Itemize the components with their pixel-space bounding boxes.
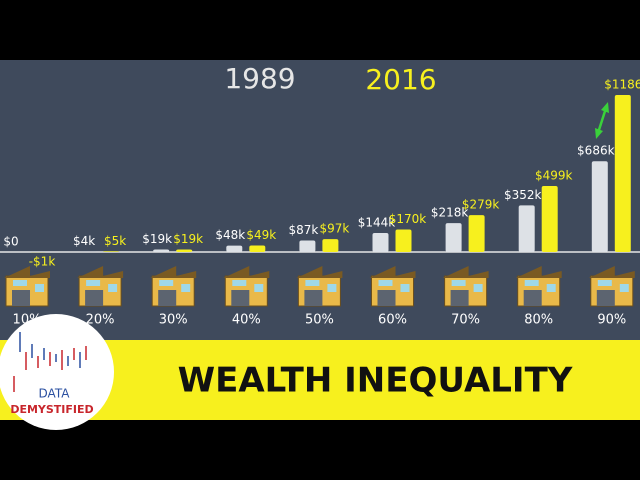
legend-entry: 2016 <box>365 63 436 96</box>
x-tick-label: 20% <box>86 313 115 328</box>
bar <box>614 95 631 252</box>
building-icon <box>296 266 343 307</box>
value-label: $49k <box>246 228 276 242</box>
logo-text: DEMYSTIFIED <box>10 403 93 416</box>
bar <box>468 215 485 252</box>
bar <box>299 240 316 252</box>
x-tick-label: 30% <box>159 313 188 328</box>
value-label: $4k <box>73 234 95 248</box>
x-tick-label: 50% <box>305 313 334 328</box>
building-icon <box>77 266 124 307</box>
building-window <box>546 284 556 292</box>
building-roof <box>442 266 489 278</box>
value-label: $19k <box>173 232 203 246</box>
building-window <box>378 280 393 286</box>
bar <box>541 185 558 252</box>
building-window <box>400 284 410 292</box>
building-icon <box>588 266 635 307</box>
bar <box>226 245 243 252</box>
building-roof <box>588 266 635 278</box>
building-window <box>451 280 466 286</box>
building-door <box>12 290 30 306</box>
value-label: $499k <box>535 168 573 182</box>
value-label: $686k <box>577 144 615 158</box>
building-roof <box>223 266 270 278</box>
building-door <box>231 290 250 306</box>
building-icon <box>369 266 416 307</box>
building-door <box>85 290 104 306</box>
building-window <box>86 280 101 286</box>
building-roof <box>77 266 124 278</box>
bar <box>153 249 170 252</box>
value-label: $5k <box>104 234 126 248</box>
building-roof <box>4 266 50 278</box>
legend-entry: 1989 <box>224 62 295 95</box>
value-label: $170k <box>389 212 427 226</box>
x-tick-label: 70% <box>451 313 480 328</box>
bar <box>395 229 412 252</box>
bar <box>591 161 608 252</box>
x-tick-label: 90% <box>597 313 626 328</box>
logo: DATA DEMYSTIFIED <box>0 314 114 430</box>
x-tick-label: 60% <box>378 313 407 328</box>
building-icon <box>4 266 50 307</box>
building-window <box>524 280 539 286</box>
building-window <box>108 284 118 292</box>
building-window <box>473 284 483 292</box>
x-tick-label: 40% <box>232 313 261 328</box>
building-window <box>35 284 44 292</box>
bar <box>103 251 120 252</box>
building-window <box>597 280 612 286</box>
building-roof <box>150 266 197 278</box>
bar <box>372 232 389 252</box>
value-label: $218k <box>431 206 469 220</box>
value-label: $144k <box>358 215 396 229</box>
building-door <box>523 290 542 306</box>
value-label: $97k <box>319 222 349 236</box>
value-label: $279k <box>462 198 500 212</box>
building-icon <box>150 266 197 307</box>
building-window <box>254 284 264 292</box>
building-window <box>619 284 629 292</box>
value-label: $48k <box>215 228 245 242</box>
bar <box>445 223 462 252</box>
building-roof <box>515 266 562 278</box>
logo-circle <box>0 314 114 430</box>
building-window <box>232 280 247 286</box>
logo-text: DATA <box>39 387 71 401</box>
building-door <box>304 290 323 306</box>
building-icon <box>223 266 270 307</box>
value-label: $87k <box>288 223 318 237</box>
value-label: $352k <box>504 188 542 202</box>
bar <box>518 205 535 252</box>
arrow <box>595 102 609 139</box>
bar <box>322 239 339 252</box>
value-label: $1186k <box>604 78 640 92</box>
bar <box>80 251 97 252</box>
building-door <box>450 290 469 306</box>
value-label: -$1k <box>29 255 56 269</box>
chart-title: WEALTH INEQUALITY <box>178 361 573 401</box>
building-window <box>13 280 27 286</box>
value-label: $0 <box>3 235 18 249</box>
building-window <box>181 284 191 292</box>
x-tick-label: 80% <box>524 313 553 328</box>
bar <box>176 249 193 252</box>
building-window <box>159 280 174 286</box>
building-roof <box>296 266 343 278</box>
building-icon <box>515 266 562 307</box>
value-label: $19k <box>142 232 172 246</box>
building-door <box>377 290 396 306</box>
building-roof <box>369 266 416 278</box>
building-door <box>596 290 615 306</box>
building-window <box>305 280 320 286</box>
building-icon <box>442 266 489 307</box>
building-window <box>327 284 337 292</box>
bar <box>249 245 266 252</box>
building-door <box>158 290 177 306</box>
